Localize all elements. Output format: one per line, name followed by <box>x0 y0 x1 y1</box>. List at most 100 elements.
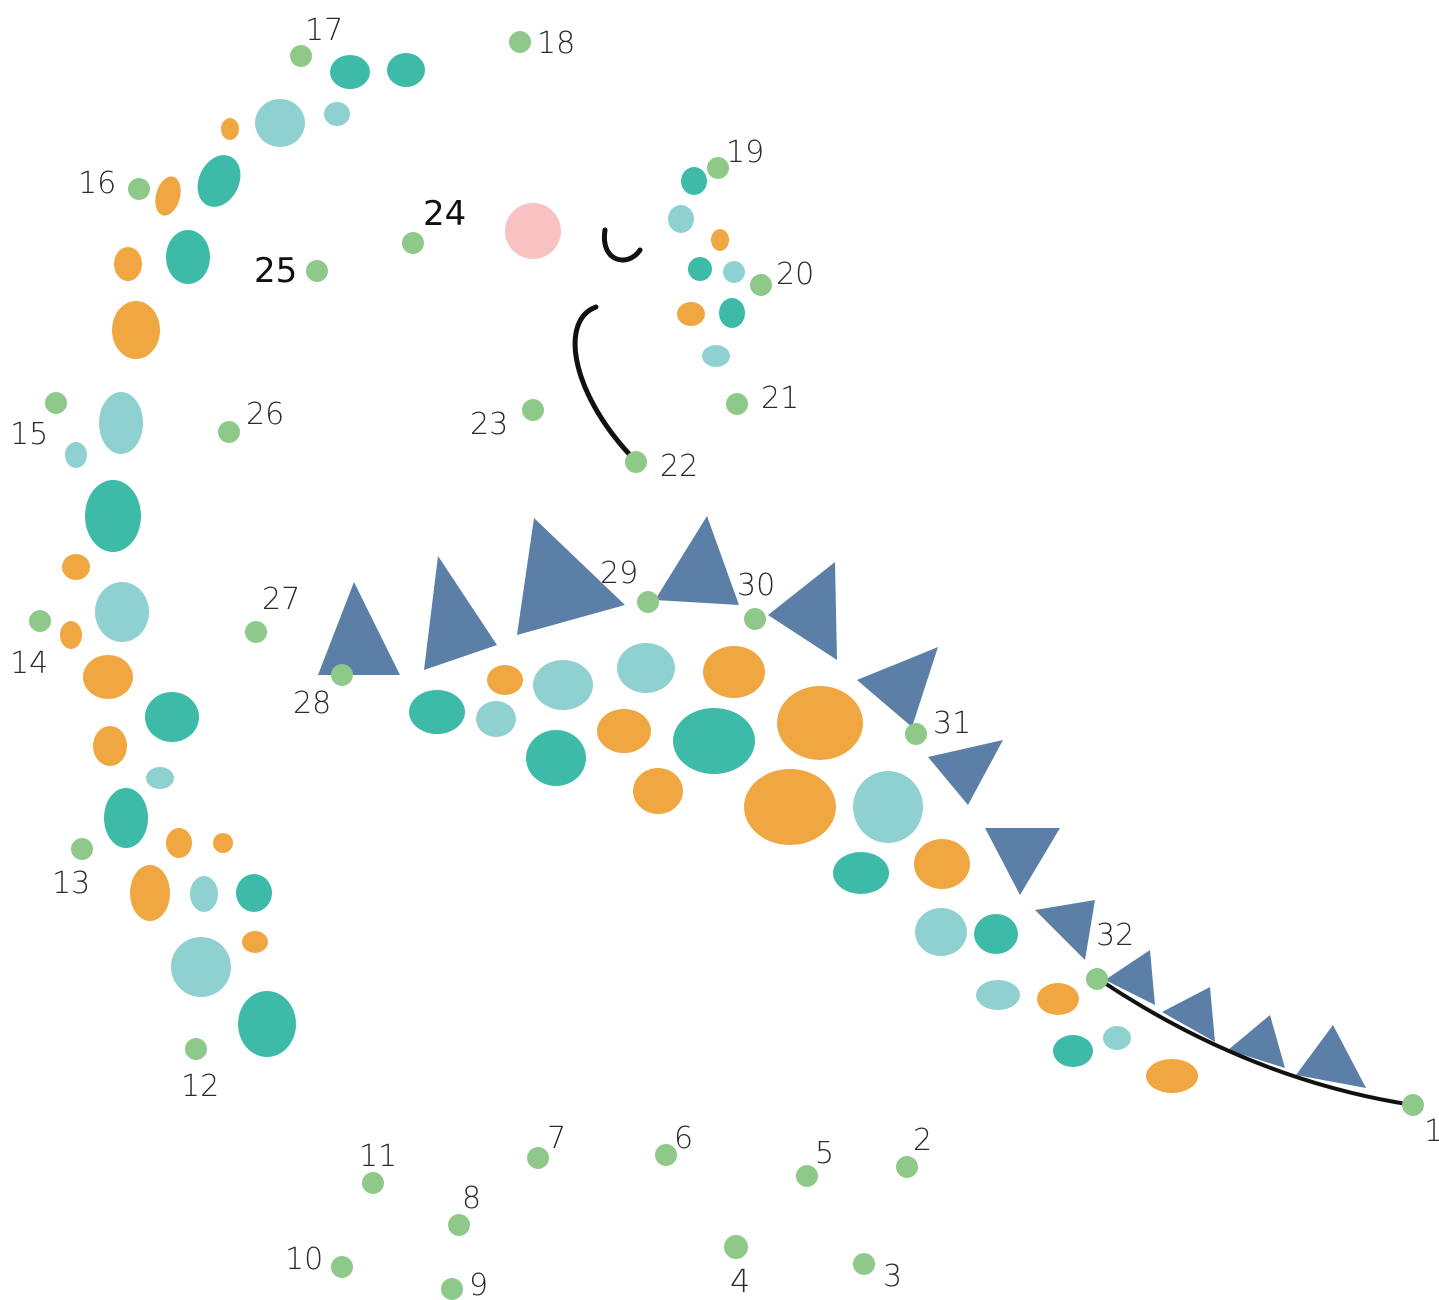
dot-number-label: 15 <box>10 417 48 452</box>
dot-number-label: 29 <box>600 556 638 591</box>
dot-marker <box>522 399 544 421</box>
dot-number-label: 19 <box>726 135 764 170</box>
dot-marker <box>245 621 267 643</box>
dot-marker <box>707 157 729 179</box>
connect-dot-22: 22 <box>625 449 698 484</box>
tail-spike <box>1296 1025 1366 1088</box>
dot-number-label: 27 <box>262 582 300 617</box>
dot-marker <box>527 1147 549 1169</box>
connect-dot-21: 21 <box>726 381 799 416</box>
connect-dot-28: 28 <box>293 664 353 721</box>
connect-dot-31: 31 <box>905 706 971 745</box>
tail-spike <box>1162 987 1215 1042</box>
dot-number-label: 3 <box>883 1259 902 1294</box>
dot-number-label: 9 <box>469 1268 488 1300</box>
back-plate <box>985 828 1060 895</box>
dot-marker <box>441 1278 463 1300</box>
dot-marker <box>29 610 51 632</box>
eye-smile <box>601 227 643 263</box>
connect-dot-26: 26 <box>218 397 284 443</box>
dot-marker <box>362 1172 384 1194</box>
dot-number-label: 14 <box>10 646 48 681</box>
dot-marker <box>655 1144 677 1166</box>
connect-dot-14: 14 <box>10 610 51 681</box>
connect-dot-19: 19 <box>707 135 764 179</box>
back-plate <box>424 556 497 670</box>
connect-dot-32: 32 <box>1086 918 1134 990</box>
dot-number-label: 18 <box>537 26 575 61</box>
dot-marker <box>128 178 150 200</box>
dot-number-label: 26 <box>246 397 284 432</box>
connect-dot-9: 9 <box>441 1268 488 1300</box>
tail-spike <box>1228 1015 1285 1068</box>
dot-marker <box>448 1214 470 1236</box>
dot-number-label: 7 <box>547 1121 566 1156</box>
back-plate <box>655 516 739 605</box>
dot-number-label: 13 <box>52 866 90 901</box>
connect-dot-29: 29 <box>600 556 659 613</box>
dot-marker <box>331 1256 353 1278</box>
dot-marker <box>1402 1094 1424 1116</box>
dot-number-label: 28 <box>293 686 331 721</box>
connect-dot-23: 23 <box>470 399 544 442</box>
dot-number-label: 4 <box>730 1262 750 1300</box>
dot-marker <box>509 31 531 53</box>
dot-marker <box>726 393 748 415</box>
dot-number-label: 11 <box>359 1139 397 1174</box>
connect-dot-3: 3 <box>853 1253 902 1294</box>
dot-marker <box>402 232 424 254</box>
dot-marker <box>724 1235 748 1259</box>
tail-line <box>1098 978 1415 1107</box>
connect-dot-30: 30 <box>737 568 775 630</box>
dot-number-label: 30 <box>737 568 775 603</box>
dot-number-label: 10 <box>285 1242 323 1277</box>
dot-marker <box>290 45 312 67</box>
dot-number-label: 25 <box>254 251 297 291</box>
dot-marker <box>218 421 240 443</box>
connect-dot-1: 1 <box>1402 1094 1439 1149</box>
connect-dot-20: 20 <box>750 257 814 296</box>
dot-marker <box>45 392 67 414</box>
dot-number-label: 12 <box>181 1069 219 1104</box>
dot-marker <box>853 1253 875 1275</box>
connect-dot-6: 6 <box>655 1121 693 1166</box>
dot-number-label: 17 <box>305 13 343 48</box>
dot-number-label: 21 <box>761 381 799 416</box>
tail-spike <box>1105 950 1155 1005</box>
dot-number-label: 23 <box>470 407 508 442</box>
dot-number-label: 5 <box>815 1136 834 1171</box>
dot-marker <box>896 1156 918 1178</box>
cheek <box>505 203 561 259</box>
back-plate <box>318 582 400 675</box>
back-plate <box>768 562 837 660</box>
dot-marker <box>637 591 659 613</box>
dot-number-label: 1 <box>1424 1114 1439 1149</box>
connect-dot-16: 16 <box>78 166 150 201</box>
dot-number-label: 8 <box>462 1181 481 1216</box>
connect-dot-24: 24 <box>402 194 466 254</box>
back-plate <box>857 647 938 727</box>
dot-marker <box>750 274 772 296</box>
head-spots <box>668 167 745 367</box>
dot-number-label: 2 <box>913 1123 932 1158</box>
connect-dot-27: 27 <box>245 582 300 643</box>
connect-dot-4: 4 <box>724 1235 750 1300</box>
dot-number-label: 6 <box>674 1121 693 1156</box>
connect-dot-5: 5 <box>796 1136 834 1187</box>
connect-dot-25: 25 <box>254 251 328 291</box>
connect-dot-2: 2 <box>896 1123 932 1178</box>
dot-number-label: 16 <box>78 166 116 201</box>
dot-number-label: 32 <box>1096 918 1134 953</box>
connect-dot-17: 17 <box>290 13 343 67</box>
dot-marker <box>331 664 353 686</box>
neck-spots <box>60 53 425 1057</box>
body-spots <box>409 643 1198 1093</box>
dot-marker <box>185 1038 207 1060</box>
back-plates <box>318 516 1366 1088</box>
back-plate <box>517 518 625 635</box>
dot-number-label: 24 <box>423 194 466 234</box>
connect-dot-18: 18 <box>509 26 575 61</box>
dot-number-label: 20 <box>776 257 814 292</box>
